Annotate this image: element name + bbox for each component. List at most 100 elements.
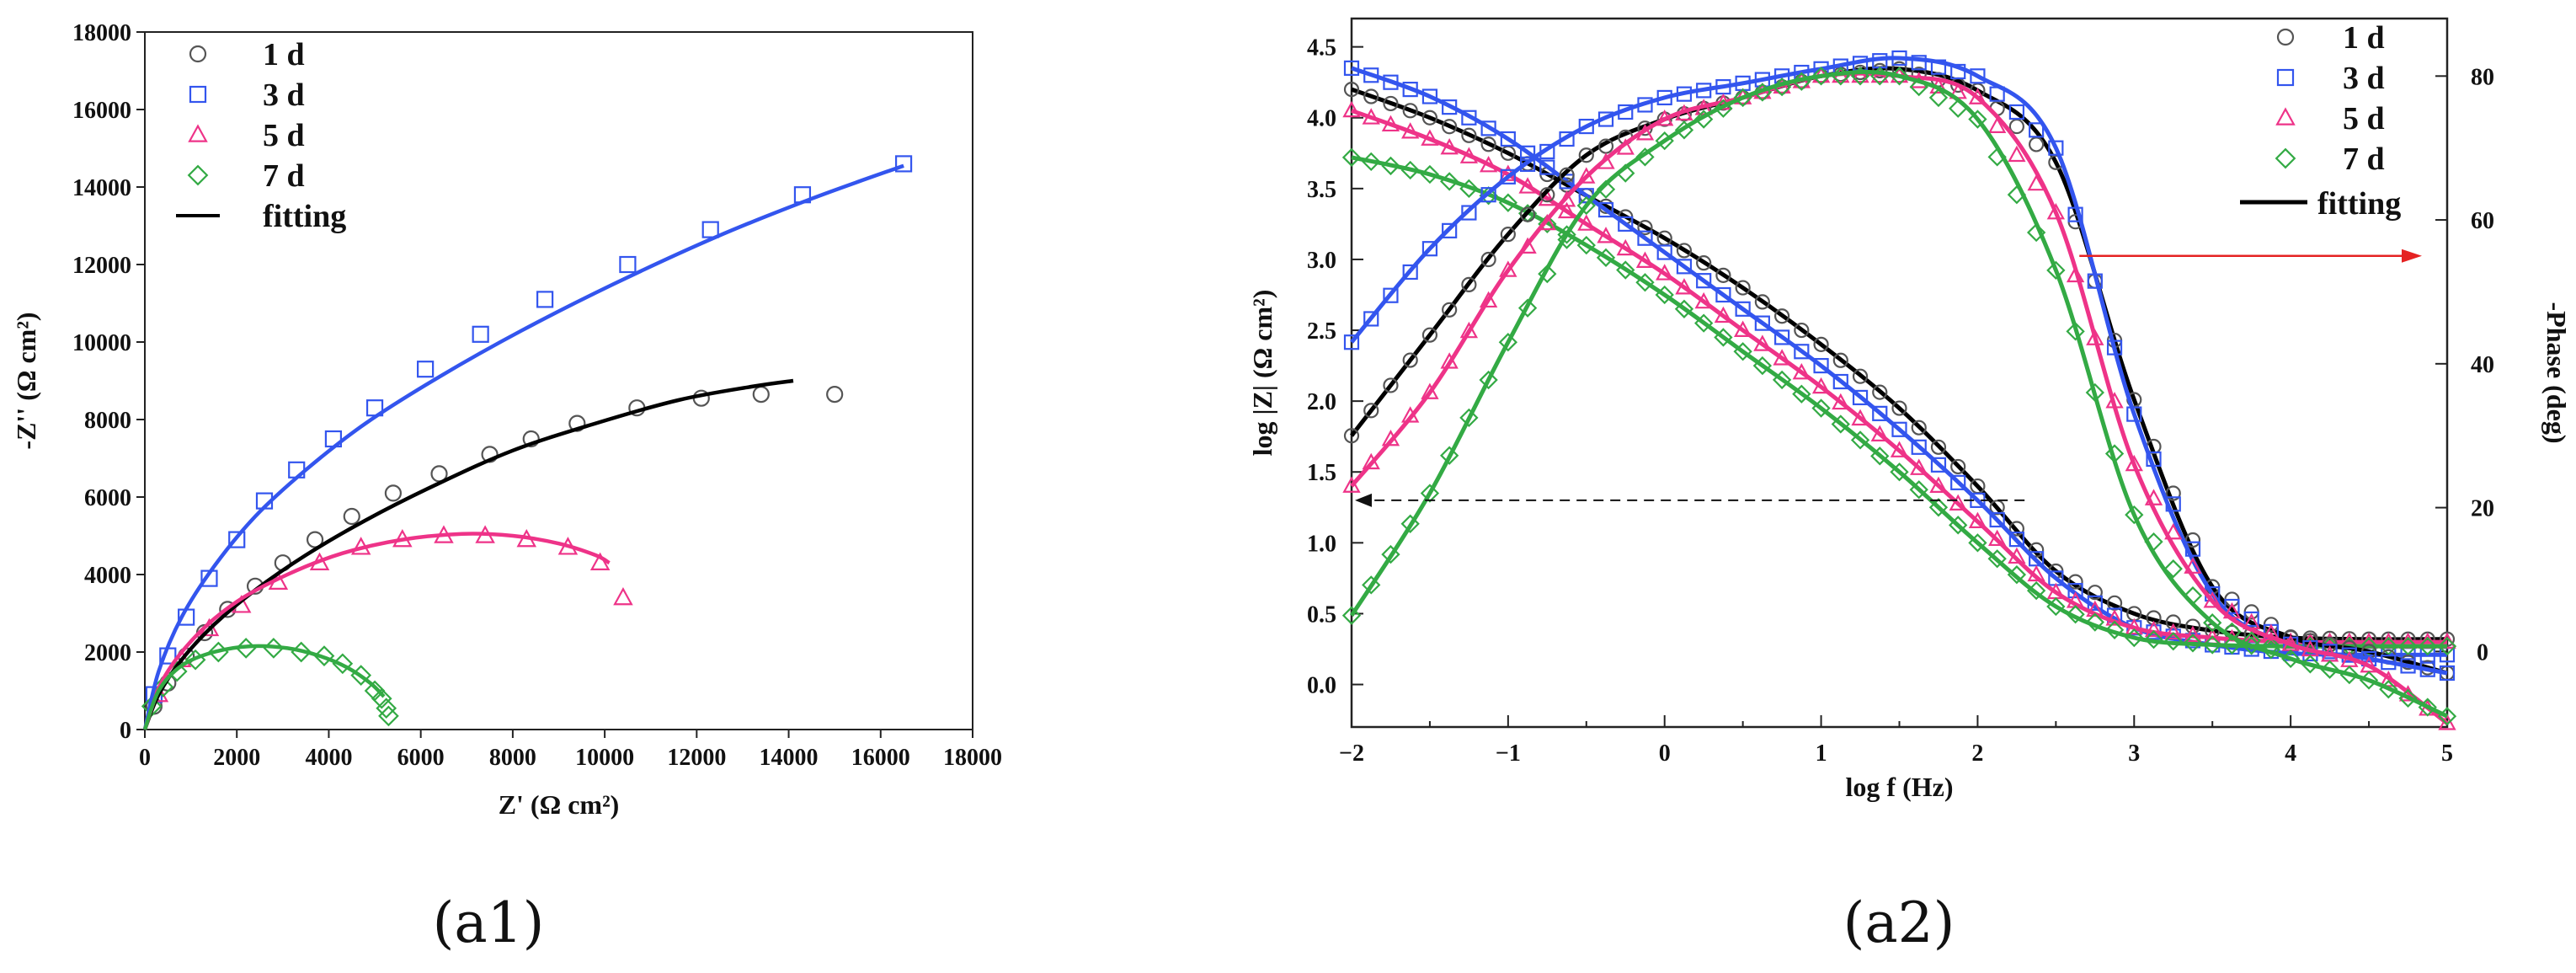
a2-data-point (2164, 623, 2183, 640)
a2-data-point (1596, 248, 1616, 267)
a2-data-point (1715, 267, 1731, 283)
a1-data-point (826, 386, 844, 404)
a1-data-point (313, 645, 335, 666)
a2-data-point (1794, 344, 1810, 360)
a2-data-point (1832, 373, 1848, 390)
a2-data-point (1363, 67, 1379, 83)
a2-data-point (1557, 190, 1576, 207)
a2-data-point (2067, 574, 2083, 590)
a2-data-point (1735, 280, 1751, 296)
a2-data-point (2125, 505, 2144, 525)
a2-y-tick-label: 2.5 (1307, 318, 1336, 345)
a2-data-point (1774, 308, 1790, 324)
a2-fit-line (1351, 108, 2447, 644)
a2-data-point (2222, 622, 2242, 642)
a2-data-point (2026, 222, 2046, 243)
a2-data-point (1343, 81, 1360, 98)
a1-x-tick-label: 14000 (760, 745, 819, 771)
a2-data-point (2163, 559, 2183, 579)
a2-data-point (1421, 88, 1438, 104)
a2-data-point (1597, 152, 1615, 169)
a2-data-point (1539, 187, 1555, 203)
a1-legend-label: 7 d (263, 158, 305, 194)
chart-a1-nyquist: 0 2000 4000 6000 8000 10000 12000 14000 16000 180… (11, 20, 1002, 955)
a2-data-point (1792, 363, 1811, 380)
a1-x-tick-label: 18000 (943, 745, 1002, 771)
a2-data-point (2008, 104, 2024, 120)
a2-data-point (1559, 167, 1575, 183)
a2-data-point (1442, 222, 1458, 238)
a2-data-point (1949, 516, 1968, 535)
a2-data-point (1461, 127, 1477, 143)
a2-data-point (1383, 287, 1399, 303)
a2-y2-tick-label: 40 (2471, 352, 2494, 378)
a2-data-point (1381, 429, 1400, 446)
a2-x-tick-label: −1 (1496, 740, 1521, 767)
a2-legend-symbol (2276, 28, 2295, 46)
a2-data-point (1676, 86, 1693, 102)
a1-data-point (894, 155, 913, 173)
a2-data-point (2359, 636, 2379, 656)
a2-data-point (1363, 311, 1379, 327)
a2-data-point (1753, 334, 1772, 351)
a2-data-point (1676, 259, 1693, 275)
a1-fit-line (142, 163, 904, 730)
a2-data-point (2008, 532, 2024, 548)
a1-x-tick-label: 10000 (575, 745, 634, 771)
a2-fit-line (1349, 69, 2449, 719)
a2-legend-label: 1 d (2343, 20, 2385, 56)
a2-data-point (2439, 665, 2456, 682)
a2-data-point (1519, 156, 1536, 172)
a2-data-point (1342, 100, 1361, 118)
a2-data-point (2067, 206, 2083, 222)
a2-data-point (1498, 193, 1518, 212)
a1-y-tick-label: 16000 (72, 98, 131, 124)
a2-y2-tick-label: 60 (2471, 208, 2494, 234)
a2-data-point (2163, 632, 2183, 651)
a2-data-point (2008, 521, 2024, 537)
a2-data-point (1656, 89, 1672, 106)
a2-data-point (1831, 414, 1850, 434)
a2-data-point (2066, 605, 2085, 624)
a2-data-point (1440, 137, 1459, 155)
a1-x-tick-label: 12000 (667, 745, 726, 771)
a1-data-point (378, 705, 399, 727)
a2-data-point (1616, 238, 1635, 256)
a2-y-tick-label: 4.5 (1307, 35, 1336, 61)
a2-data-point (1559, 131, 1575, 147)
a2-data-point (1401, 122, 1420, 139)
a2-data-point (1851, 66, 1869, 83)
a2-data-point (1714, 93, 1733, 110)
a2-data-point (2418, 698, 2437, 717)
a2-y2-tick-label: 20 (2471, 496, 2494, 522)
a2-data-point (1811, 377, 1831, 394)
a2-data-point (1461, 110, 1477, 126)
a2-legend-label: 7 d (2343, 142, 2385, 177)
a2-data-point (1500, 227, 1516, 243)
a2-data-point (2086, 600, 2104, 617)
a2-data-point (2144, 532, 2163, 552)
a2-data-point (2029, 542, 2045, 558)
a2-data-point (2087, 595, 2103, 611)
a2-data-point (1909, 480, 1928, 500)
a2-data-point (1362, 452, 1380, 470)
a2-data-point (1480, 251, 1496, 268)
a2-data-point (2184, 557, 2202, 574)
a2-data-point (2224, 598, 2240, 615)
a1-data-point (371, 687, 392, 709)
a1-legend-label: 1 d (263, 37, 305, 72)
a2-data-point (1696, 273, 1712, 289)
a2-data-point (2301, 655, 2320, 674)
a2-data-point (1733, 88, 1752, 108)
a2-data-point (1949, 99, 1968, 118)
a2-data-point (1754, 294, 1770, 310)
a2-data-point (2144, 620, 2163, 638)
a2-x-tick-label: 3 (2128, 740, 2140, 767)
a2-data-point (1538, 189, 1556, 206)
a2-data-point (1480, 136, 1496, 152)
a2-data-point (1909, 77, 1928, 97)
a2-legend-label: 3 d (2343, 61, 2385, 96)
a2-data-point (1480, 187, 1496, 203)
a2-data-point (2007, 565, 2027, 585)
